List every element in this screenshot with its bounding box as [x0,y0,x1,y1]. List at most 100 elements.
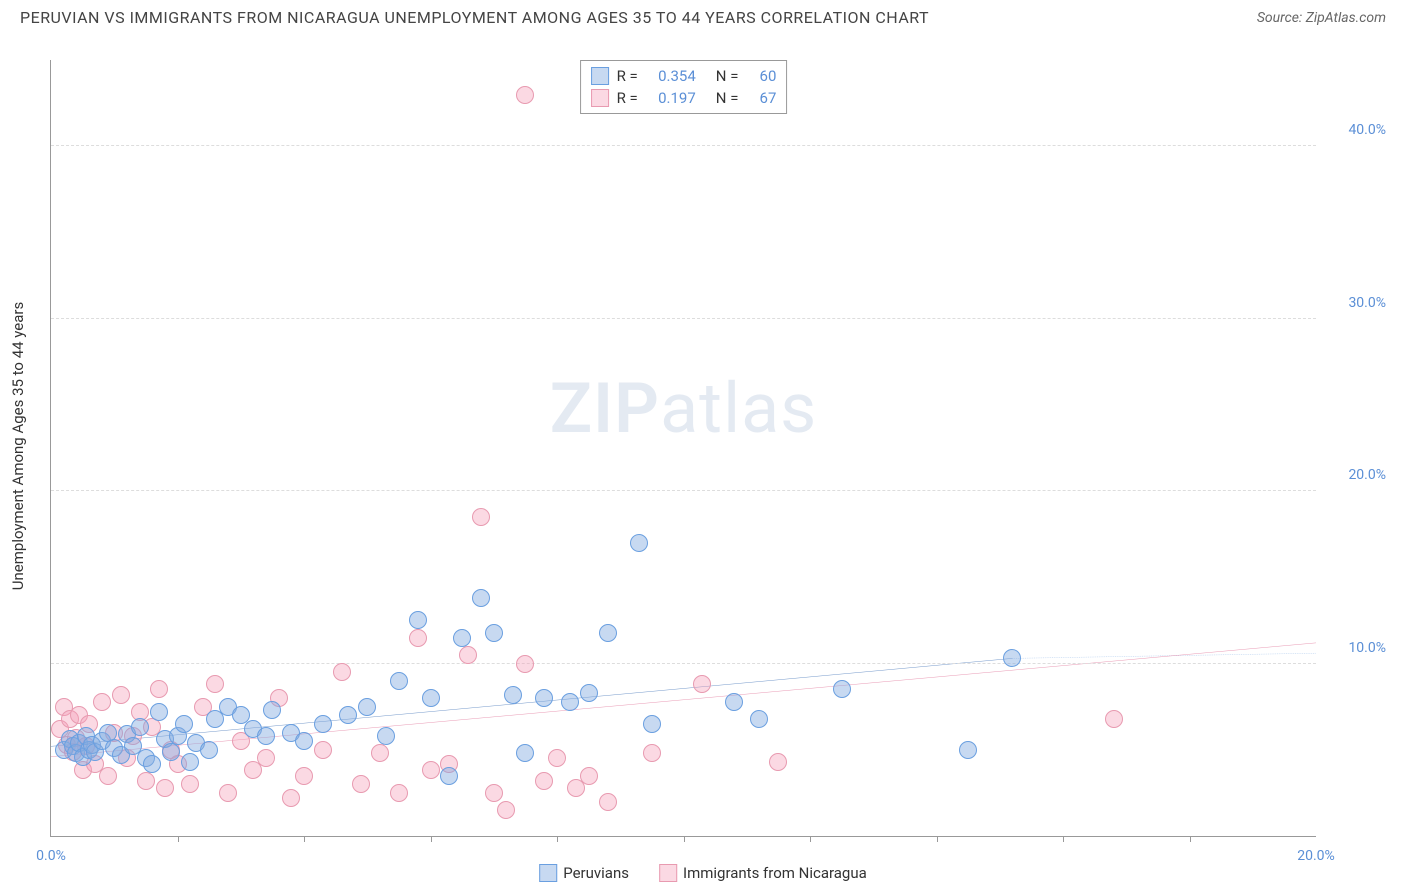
watermark: ZIPatlas [550,368,818,450]
scatter-point [516,86,534,104]
plot-area: ZIPatlas R =0.354N =60R =0.197N =67 10.0… [50,60,1316,837]
x-tick-mark [937,836,938,842]
scatter-point [175,715,193,733]
scatter-point [390,672,408,690]
scatter-point [150,703,168,721]
gridline [51,663,1316,664]
stat-n-value: 67 [746,89,776,107]
x-tick-mark [304,836,305,842]
scatter-point [150,680,168,698]
scatter-point [643,715,661,733]
scatter-point [693,675,711,693]
scatter-point [409,629,427,647]
scatter-point [314,715,332,733]
x-tick-label: 20.0% [1297,848,1335,864]
scatter-point [750,710,768,728]
scatter-point [162,743,180,761]
legend-swatch [539,864,557,882]
scatter-point [314,741,332,759]
stat-n-label: N = [716,89,739,107]
gridline [51,145,1316,146]
stats-row: R = 0.197 N = 67 [591,87,777,109]
x-tick-mark [684,836,685,842]
x-tick-mark [431,836,432,842]
scatter-point [580,767,598,785]
x-tick-mark [810,836,811,842]
stat-r-value: 0.354 [646,67,696,85]
scatter-point [333,663,351,681]
scatter-point [352,775,370,793]
scatter-point [548,749,566,767]
chart-header: PERUVIAN VS IMMIGRANTS FROM NICARAGUA UN… [0,0,1406,31]
legend-item: Immigrants from Nicaragua [659,864,867,882]
legend-label: Immigrants from Nicaragua [683,864,867,882]
scatter-point [504,686,522,704]
stat-n-value: 60 [746,67,776,85]
scatter-point [371,744,389,762]
scatter-point [390,784,408,802]
scatter-point [358,698,376,716]
scatter-point [643,744,661,762]
scatter-point [497,801,515,819]
legend-label: Peruvians [563,864,629,882]
scatter-point [485,624,503,642]
scatter-point [131,718,149,736]
stats-row: R = 0.354 N = 60 [591,65,777,87]
scatter-point [630,534,648,552]
scatter-point [422,761,440,779]
stat-r-label: R = [617,67,638,85]
scatter-point [1003,649,1021,667]
scatter-point [99,767,117,785]
x-tick-mark [178,836,179,842]
scatter-point [339,706,357,724]
scatter-point [181,753,199,771]
scatter-point [422,689,440,707]
scatter-point [472,589,490,607]
scatter-point [516,744,534,762]
scatter-point [440,767,458,785]
y-tick-label: 30.0% [1348,295,1386,311]
scatter-point [206,675,224,693]
legend-swatch [659,864,677,882]
scatter-point [1105,710,1123,728]
stat-r-label: R = [617,89,638,107]
y-tick-label: 40.0% [1348,122,1386,138]
y-tick-label: 10.0% [1348,640,1386,656]
scatter-point [472,508,490,526]
scatter-point [453,629,471,647]
scatter-point [257,749,275,767]
scatter-point [200,741,218,759]
scatter-point [580,684,598,702]
scatter-point [137,772,155,790]
legend-swatch [591,67,609,85]
scatter-point [282,789,300,807]
legend-item: Peruvians [539,864,629,882]
stats-box: R = 0.354 N = 60 R = 0.197 N = 67 [580,60,788,114]
scatter-point [295,767,313,785]
scatter-point [769,753,787,771]
scatter-point [516,655,534,673]
scatter-point [257,727,275,745]
x-tick-mark [1063,836,1064,842]
stat-n-label: N = [716,67,739,85]
stat-r-value: 0.197 [646,89,696,107]
legend-bottom: Peruvians Immigrants from Nicaragua [539,864,867,882]
gridline [51,318,1316,319]
scatter-point [409,611,427,629]
scatter-point [156,779,174,797]
scatter-point [295,732,313,750]
legend-swatch [591,89,609,107]
scatter-point [725,693,743,711]
scatter-point [959,741,977,759]
scatter-point [459,646,477,664]
chart-title: PERUVIAN VS IMMIGRANTS FROM NICARAGUA UN… [20,8,929,27]
y-tick-label: 20.0% [1348,467,1386,483]
scatter-point [219,784,237,802]
scatter-point [143,755,161,773]
scatter-point [181,775,199,793]
scatter-point [263,701,281,719]
scatter-point [377,727,395,745]
scatter-point [599,793,617,811]
x-tick-mark [557,836,558,842]
gridline [51,490,1316,491]
